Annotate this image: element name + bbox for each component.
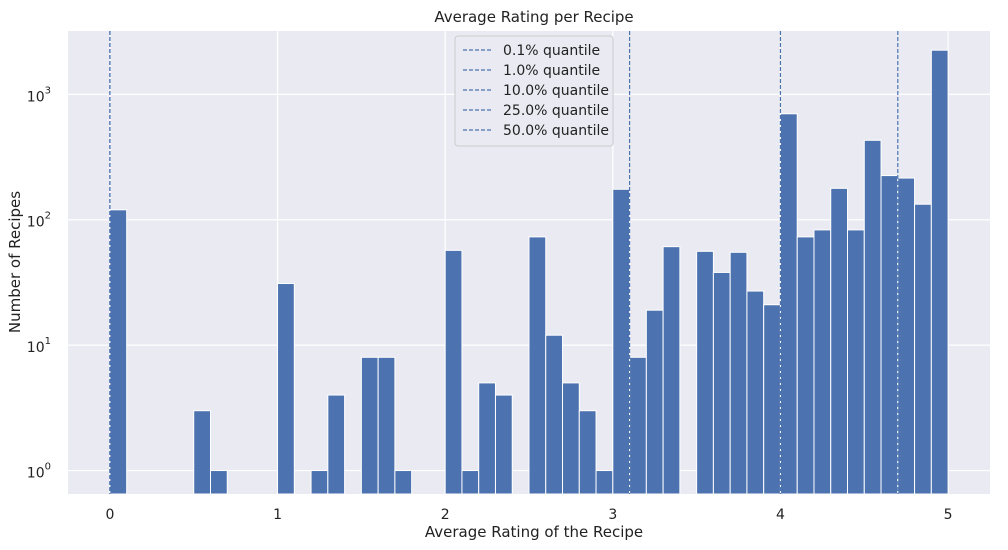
y-tick-labels: 100 101 102 103 [27,85,51,481]
histogram-bar [377,356,396,495]
legend-label: 10.0% quantile [503,83,609,99]
x-tick-label: 2 [441,507,450,523]
legend-label: 50.0% quantile [503,123,609,139]
histogram-bar [779,113,798,495]
y-tick-label: 100 [27,462,51,482]
legend-label: 0.1% quantile [503,43,600,59]
histogram-bar [327,394,346,495]
y-axis-label: Number of Recipes [6,191,24,333]
legend: 0.1% quantile 1.0% quantile 10.0% quantile… [454,35,614,147]
histogram-bar [562,382,580,495]
x-tick-labels: 0 1 2 3 4 5 [105,507,952,523]
legend-label: 1.0% quantile [503,63,600,79]
histogram-bar [545,334,564,495]
histogram-bar [746,290,765,495]
histogram-bar [863,139,882,495]
histogram-bar [729,251,748,495]
histogram-bar [847,229,865,495]
y-tick-label: 103 [27,85,51,105]
histogram-bar [612,188,631,495]
histogram-bar [277,283,295,495]
histogram-bars [109,49,949,495]
histogram-bar [595,470,614,495]
x-tick-label: 4 [776,507,785,523]
histogram-bar [830,187,849,495]
histogram-bar [209,470,228,495]
histogram-bar [629,356,647,495]
histogram-bar [696,250,714,495]
histogram-bar [193,410,211,495]
legend-box [454,35,614,147]
histogram-bar [712,271,731,495]
histogram-bar [360,356,379,495]
histogram-bar [394,470,413,495]
histogram-bar [813,229,832,495]
histogram-bar [528,236,547,495]
histogram-bar [494,394,513,495]
x-axis-label: Average Rating of the Recipe [425,523,643,541]
histogram-bar [914,203,932,495]
quantile-lines [109,31,899,494]
y-tick-label: 101 [27,336,51,356]
x-tick-label: 0 [105,507,114,523]
histogram-bar [796,236,815,495]
histogram-bar [662,246,681,495]
histogram-bar [930,49,949,495]
histogram-bar [310,470,329,495]
x-tick-label: 1 [273,507,282,523]
histogram-bar [478,382,496,495]
histogram-bar [880,175,899,495]
histogram-bar [461,470,480,495]
y-tick-label: 102 [27,211,51,231]
histogram-bar [109,209,128,495]
histogram-bar [645,309,664,495]
x-tick-label: 5 [944,507,953,523]
histogram-bar [444,249,463,495]
histogram-bar [578,410,597,495]
chart-title: Average Rating per Recipe [434,8,633,26]
x-tick-label: 3 [608,507,617,523]
histogram-bar [763,304,781,495]
histogram-bar [897,177,916,495]
legend-label: 25.0% quantile [503,103,609,119]
